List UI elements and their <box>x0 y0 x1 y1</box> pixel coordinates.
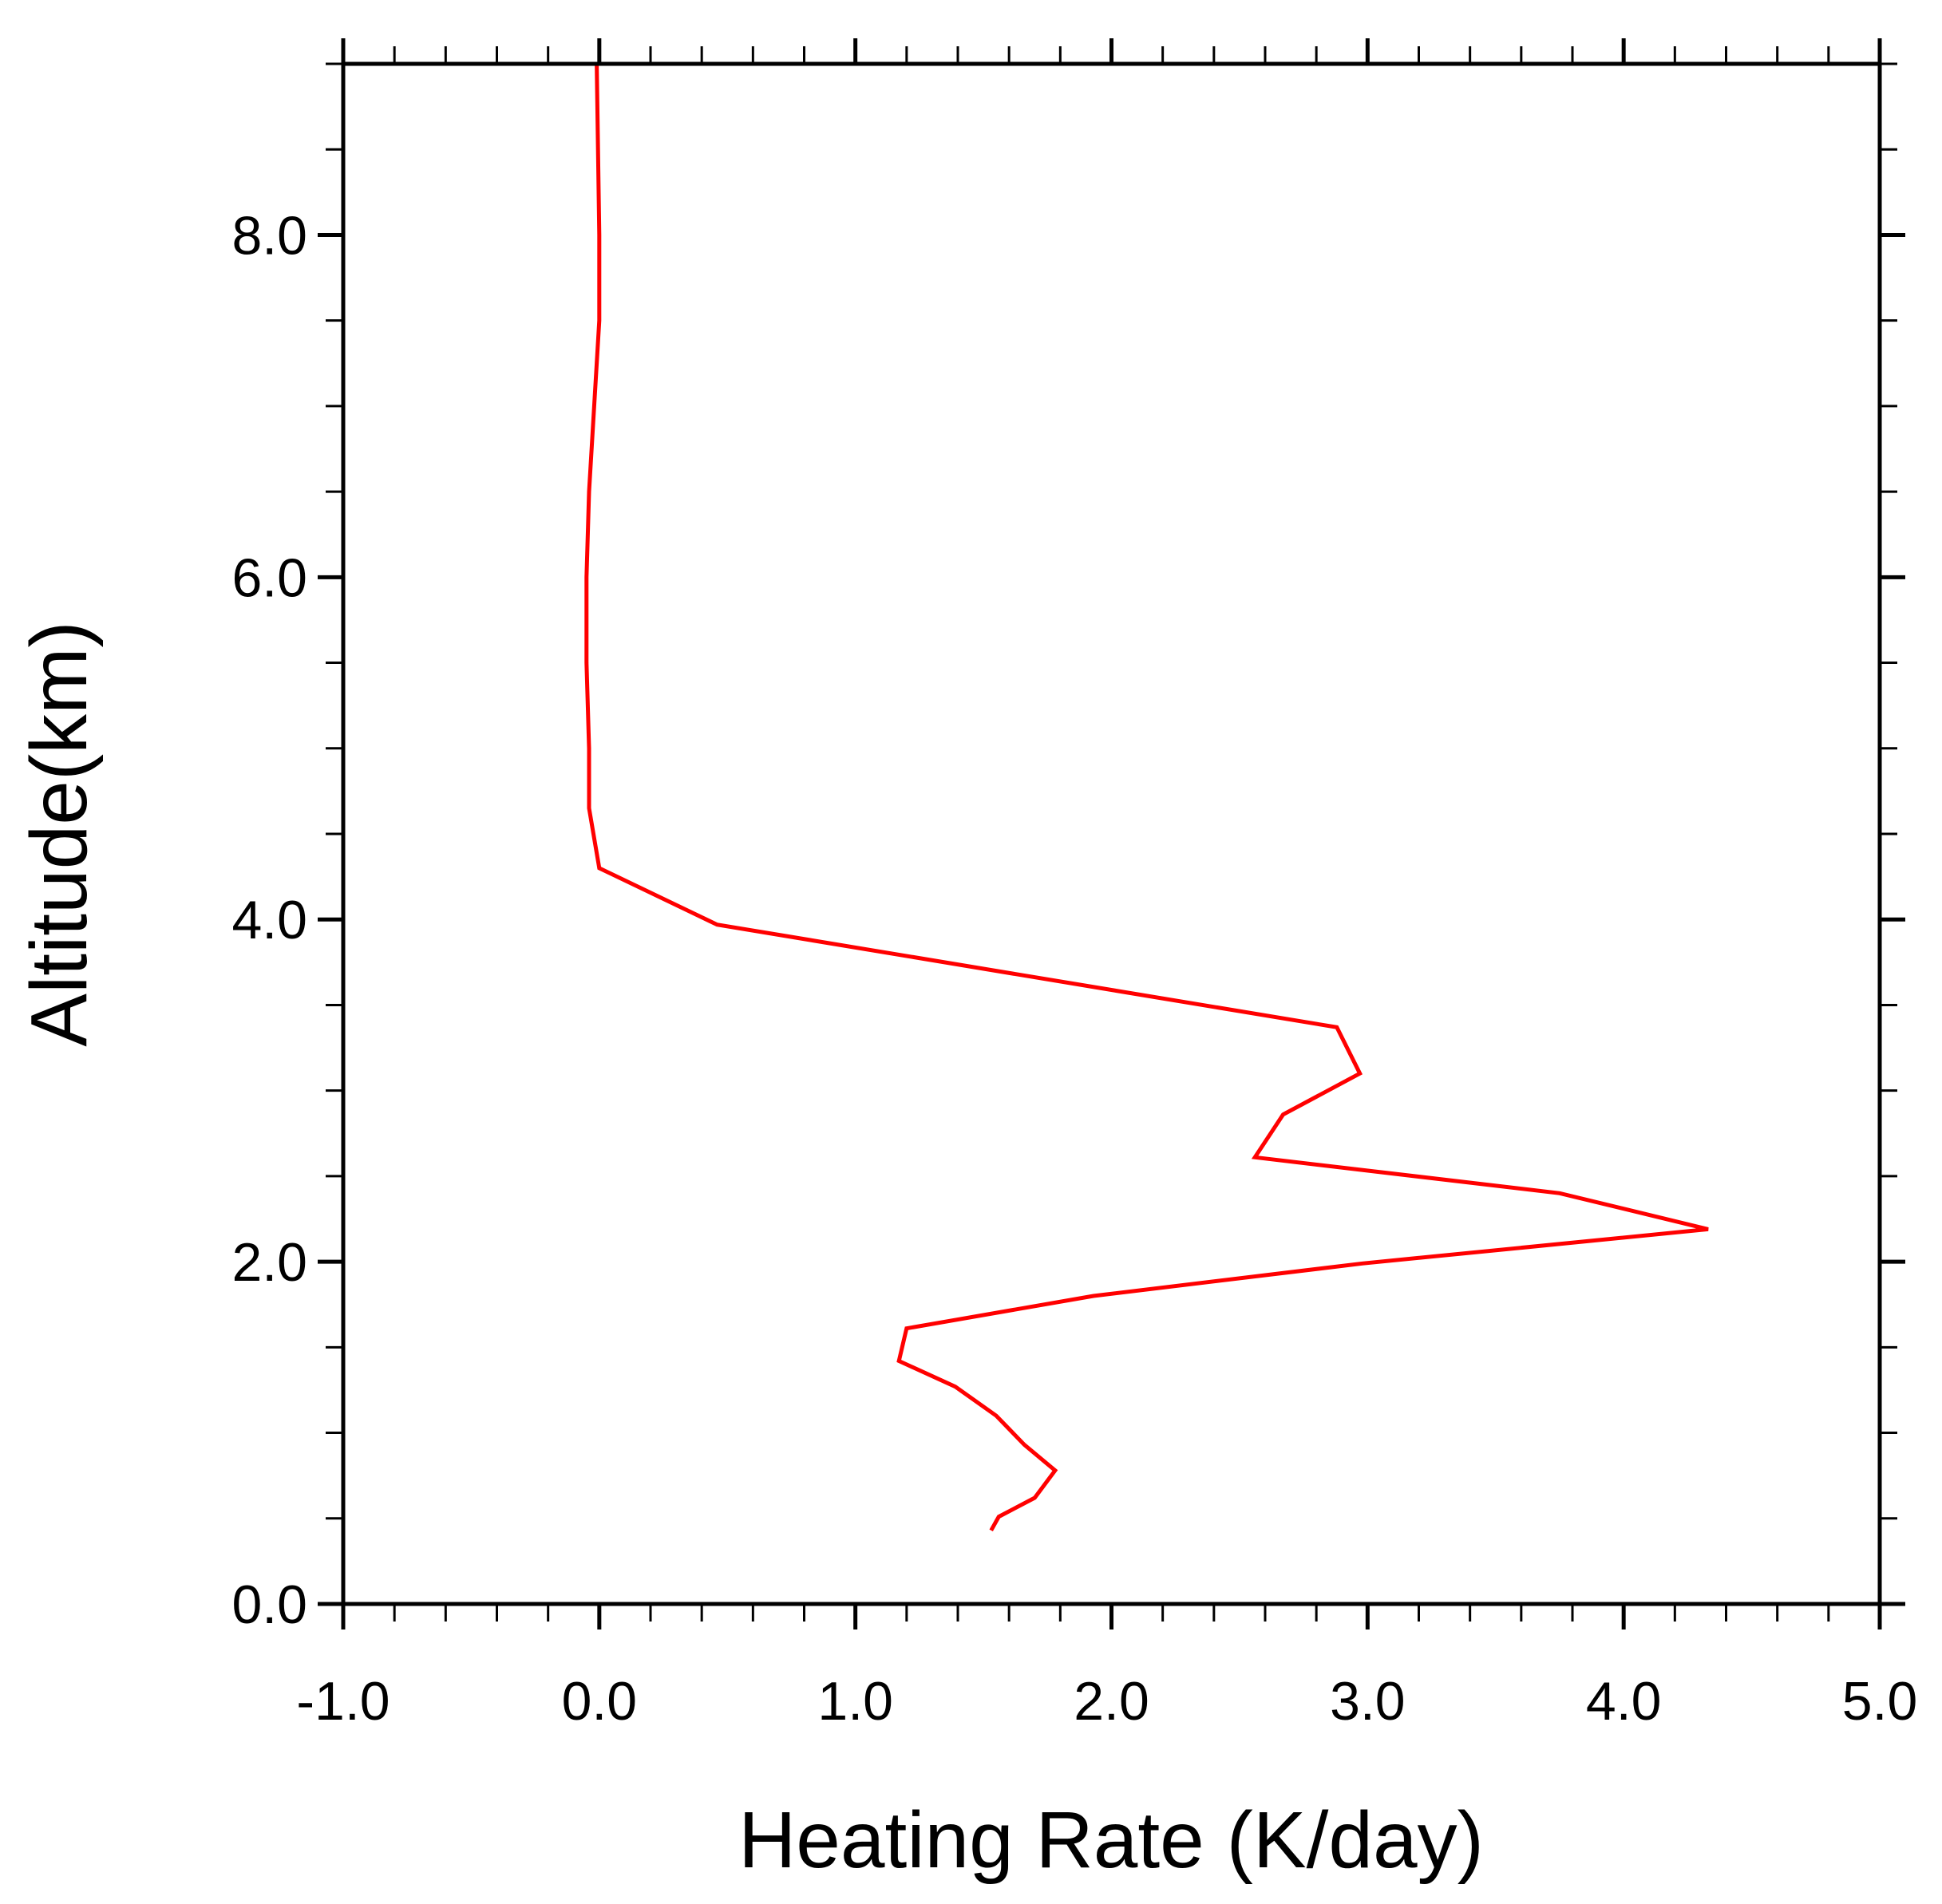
y-tick-label: 2.0 <box>231 1232 307 1293</box>
y-tick-label: 4.0 <box>231 890 307 950</box>
x-tick-label: 3.0 <box>1330 1671 1406 1732</box>
x-tick-label: 4.0 <box>1586 1671 1662 1732</box>
minor-ticks <box>326 46 1897 1622</box>
series-line-heating-rate <box>584 63 1709 1532</box>
y-tick-label: 8.0 <box>231 205 307 266</box>
y-axis-title: Altitude(km) <box>14 621 104 1046</box>
x-tick-label: 1.0 <box>817 1671 893 1732</box>
x-tick-label: -1.0 <box>296 1671 390 1732</box>
x-tick-label: 2.0 <box>1074 1671 1149 1732</box>
major-ticks <box>318 38 1905 1629</box>
x-axis-title: Heating Rate (K/day) <box>738 1795 1484 1885</box>
x-tick-labels: -1.0 0.0 1.0 2.0 3.0 4.0 5.0 <box>296 1671 1917 1732</box>
x-tick-label: 0.0 <box>562 1671 638 1732</box>
y-tick-label: 6.0 <box>231 547 307 608</box>
x-tick-label: 5.0 <box>1842 1671 1918 1732</box>
series-layer <box>584 63 1709 1532</box>
y-tick-label: 0.0 <box>231 1574 307 1635</box>
y-tick-labels: 0.0 2.0 4.0 6.0 8.0 <box>231 205 307 1635</box>
plot-frame <box>341 61 1882 1606</box>
